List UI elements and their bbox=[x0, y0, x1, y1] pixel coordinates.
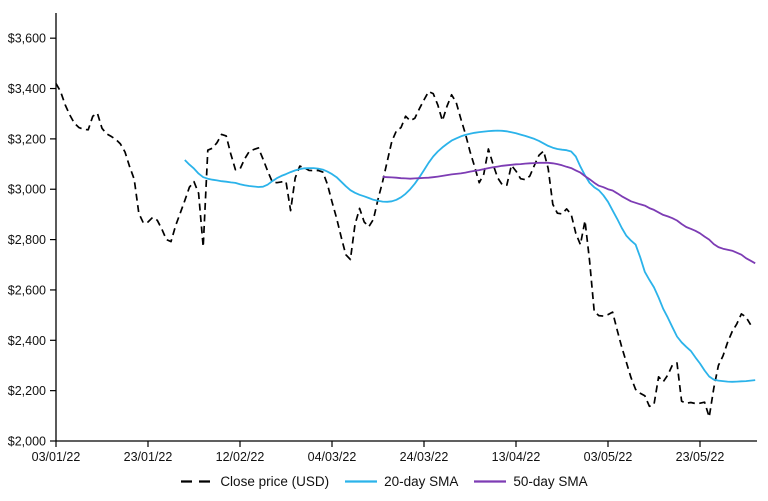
solid-line-swatch-icon bbox=[474, 480, 507, 483]
solid-line-swatch-icon bbox=[345, 480, 378, 483]
x-tick-label: 23/01/22 bbox=[124, 450, 173, 464]
y-tick-label: $2,000 bbox=[8, 435, 46, 449]
legend: Close price (USD) 20-day SMA 50-day SMA bbox=[0, 474, 768, 489]
x-tick-label: 24/03/22 bbox=[400, 450, 449, 464]
y-tick-label: $3,000 bbox=[8, 183, 46, 197]
close-price-line bbox=[55, 83, 752, 418]
legend-label-close-price: Close price (USD) bbox=[220, 474, 330, 489]
legend-label-sma50: 50-day SMA bbox=[513, 474, 588, 489]
y-tick-label: $2,200 bbox=[8, 384, 46, 398]
y-tick-label: $2,800 bbox=[8, 233, 46, 247]
y-tick-label: $3,200 bbox=[8, 132, 46, 146]
legend-label-sma20: 20-day SMA bbox=[384, 474, 459, 489]
legend-item-close-price: Close price (USD) bbox=[180, 474, 329, 489]
sma20-line bbox=[184, 129, 756, 383]
x-tick-label: 04/03/22 bbox=[308, 450, 357, 464]
x-tick-label: 03/05/22 bbox=[584, 450, 633, 464]
x-tick-label: 13/04/22 bbox=[492, 450, 541, 464]
legend-item-sma20: 20-day SMA bbox=[344, 474, 458, 489]
y-tick-label: $3,400 bbox=[8, 82, 46, 96]
legend-item-sma50: 50-day SMA bbox=[473, 474, 588, 489]
x-tick-label: 12/02/22 bbox=[216, 450, 265, 464]
sma50-line bbox=[382, 161, 756, 265]
y-tick-label: $3,600 bbox=[8, 32, 46, 46]
dashed-line-swatch-icon bbox=[181, 480, 214, 483]
y-tick-label: $2,600 bbox=[8, 283, 46, 297]
y-tick-label: $2,400 bbox=[8, 334, 46, 348]
x-tick-label: 03/01/22 bbox=[32, 450, 81, 464]
x-tick-label: 23/05/22 bbox=[676, 450, 725, 464]
